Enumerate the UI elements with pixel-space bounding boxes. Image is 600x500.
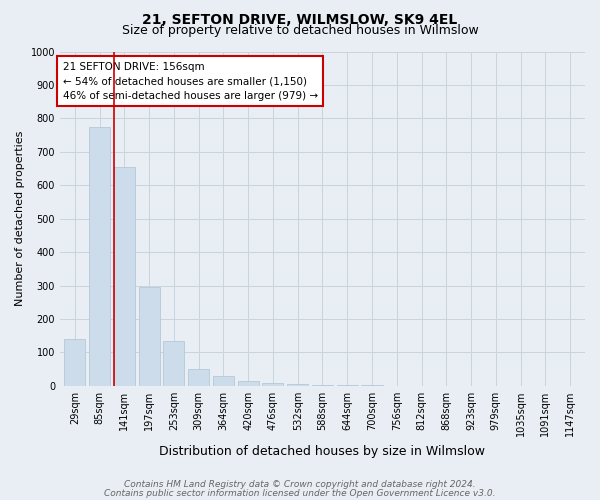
Bar	[188, 369, 209, 386]
Bar	[238, 381, 259, 386]
Text: Contains public sector information licensed under the Open Government Licence v3: Contains public sector information licen…	[104, 488, 496, 498]
X-axis label: Distribution of detached houses by size in Wilmslow: Distribution of detached houses by size …	[160, 444, 485, 458]
Y-axis label: Number of detached properties: Number of detached properties	[15, 131, 25, 306]
Text: Contains HM Land Registry data © Crown copyright and database right 2024.: Contains HM Land Registry data © Crown c…	[124, 480, 476, 489]
Bar	[287, 384, 308, 386]
Text: 21, SEFTON DRIVE, WILMSLOW, SK9 4EL: 21, SEFTON DRIVE, WILMSLOW, SK9 4EL	[142, 12, 458, 26]
Text: Size of property relative to detached houses in Wilmslow: Size of property relative to detached ho…	[122, 24, 478, 37]
Bar	[139, 288, 160, 386]
Bar	[64, 339, 85, 386]
Bar	[262, 384, 283, 386]
Bar	[89, 126, 110, 386]
Bar	[114, 167, 135, 386]
Text: 21 SEFTON DRIVE: 156sqm
← 54% of detached houses are smaller (1,150)
46% of semi: 21 SEFTON DRIVE: 156sqm ← 54% of detache…	[62, 62, 317, 101]
Bar	[312, 385, 333, 386]
Bar	[163, 341, 184, 386]
Bar	[213, 376, 234, 386]
